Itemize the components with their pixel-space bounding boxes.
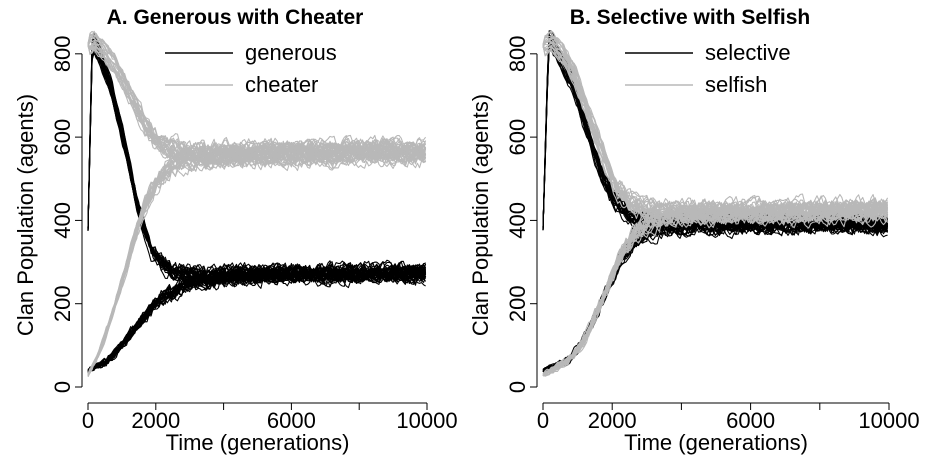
series-line	[87, 144, 426, 375]
x-tick-label: 10000	[858, 408, 919, 433]
series-line	[87, 141, 427, 377]
x-tick-label: 2000	[588, 408, 637, 433]
series-line	[87, 143, 427, 375]
series-line	[542, 38, 889, 219]
series-line	[87, 136, 426, 376]
series-line	[87, 264, 427, 371]
y-tick-label: 200	[50, 285, 75, 322]
y-tick-label: 0	[505, 381, 530, 393]
series-line	[87, 41, 426, 161]
series-line	[542, 216, 889, 373]
chart-title: A. Generous with Cheater	[107, 6, 364, 29]
legend-label: selfish	[705, 72, 767, 97]
legend-label: generous	[245, 40, 337, 65]
series-line	[542, 221, 889, 372]
series-line	[542, 216, 888, 371]
series-line	[542, 216, 889, 371]
series-line	[87, 268, 427, 372]
series-line	[542, 36, 888, 219]
series-line	[542, 216, 889, 373]
series-line	[87, 134, 427, 375]
series-line	[542, 215, 889, 370]
series-line	[542, 220, 888, 372]
y-axis-label: Clan Population (agents)	[13, 94, 38, 336]
series-line	[87, 144, 427, 376]
x-tick-label: 6000	[267, 408, 316, 433]
series-line	[87, 139, 426, 375]
series-line	[87, 150, 427, 377]
series-line	[87, 139, 427, 376]
series-line	[542, 219, 889, 372]
series-cheater	[87, 134, 427, 377]
y-tick-label: 600	[505, 119, 530, 156]
x-tick-label: 2000	[131, 408, 180, 433]
series-group-1	[542, 205, 889, 373]
chart-title: B. Selective with Selfish	[570, 6, 810, 29]
series-line	[87, 140, 427, 375]
x-tick-label: 0	[82, 408, 94, 433]
y-tick-label: 800	[50, 35, 75, 72]
series-line	[542, 212, 888, 372]
series-line	[542, 218, 888, 371]
series-line	[87, 144, 426, 376]
series-line	[542, 46, 889, 224]
y-tick-label: 400	[505, 202, 530, 239]
series-line	[87, 141, 426, 377]
legend-label: cheater	[245, 72, 318, 97]
series-group-1	[87, 259, 427, 373]
y-axis-label: Clan Population (agents)	[468, 94, 493, 336]
series-line	[87, 259, 427, 372]
series-line	[542, 30, 889, 216]
x-tick-label: 6000	[726, 408, 775, 433]
y-tick-label: 400	[50, 202, 75, 239]
series-line	[87, 46, 427, 168]
legend: selective selfish	[625, 40, 791, 97]
legend-label: selective	[705, 40, 791, 65]
x-axis-label: Time (generations)	[624, 430, 808, 455]
x-axis-label: Time (generations)	[166, 430, 350, 455]
panel-b: B. Selective with Selfish 0 200 400 600 800 0 2…	[468, 6, 920, 455]
series-line	[87, 138, 427, 376]
series-line	[542, 207, 888, 377]
y-tick-label: 800	[505, 35, 530, 72]
x-tick-label: 10000	[396, 408, 457, 433]
series-line	[542, 215, 888, 371]
series-line	[87, 148, 426, 374]
series-line	[542, 208, 889, 376]
series-line	[87, 152, 426, 377]
series-group-3	[542, 30, 889, 226]
series-group-3	[87, 30, 427, 171]
series-line	[542, 213, 888, 373]
y-tick-label: 0	[50, 381, 75, 393]
x-tick-label: 0	[537, 408, 549, 433]
y-tick-label: 200	[505, 285, 530, 322]
series-selfish	[542, 194, 889, 377]
series-line	[542, 213, 889, 373]
panel-a: A. Generous with Cheater 0 200 400 600 800 0 20…	[13, 6, 458, 455]
series-line	[87, 149, 426, 377]
series-line	[87, 43, 427, 165]
y-tick-label: 600	[50, 119, 75, 156]
legend: generous cheater	[165, 40, 337, 97]
